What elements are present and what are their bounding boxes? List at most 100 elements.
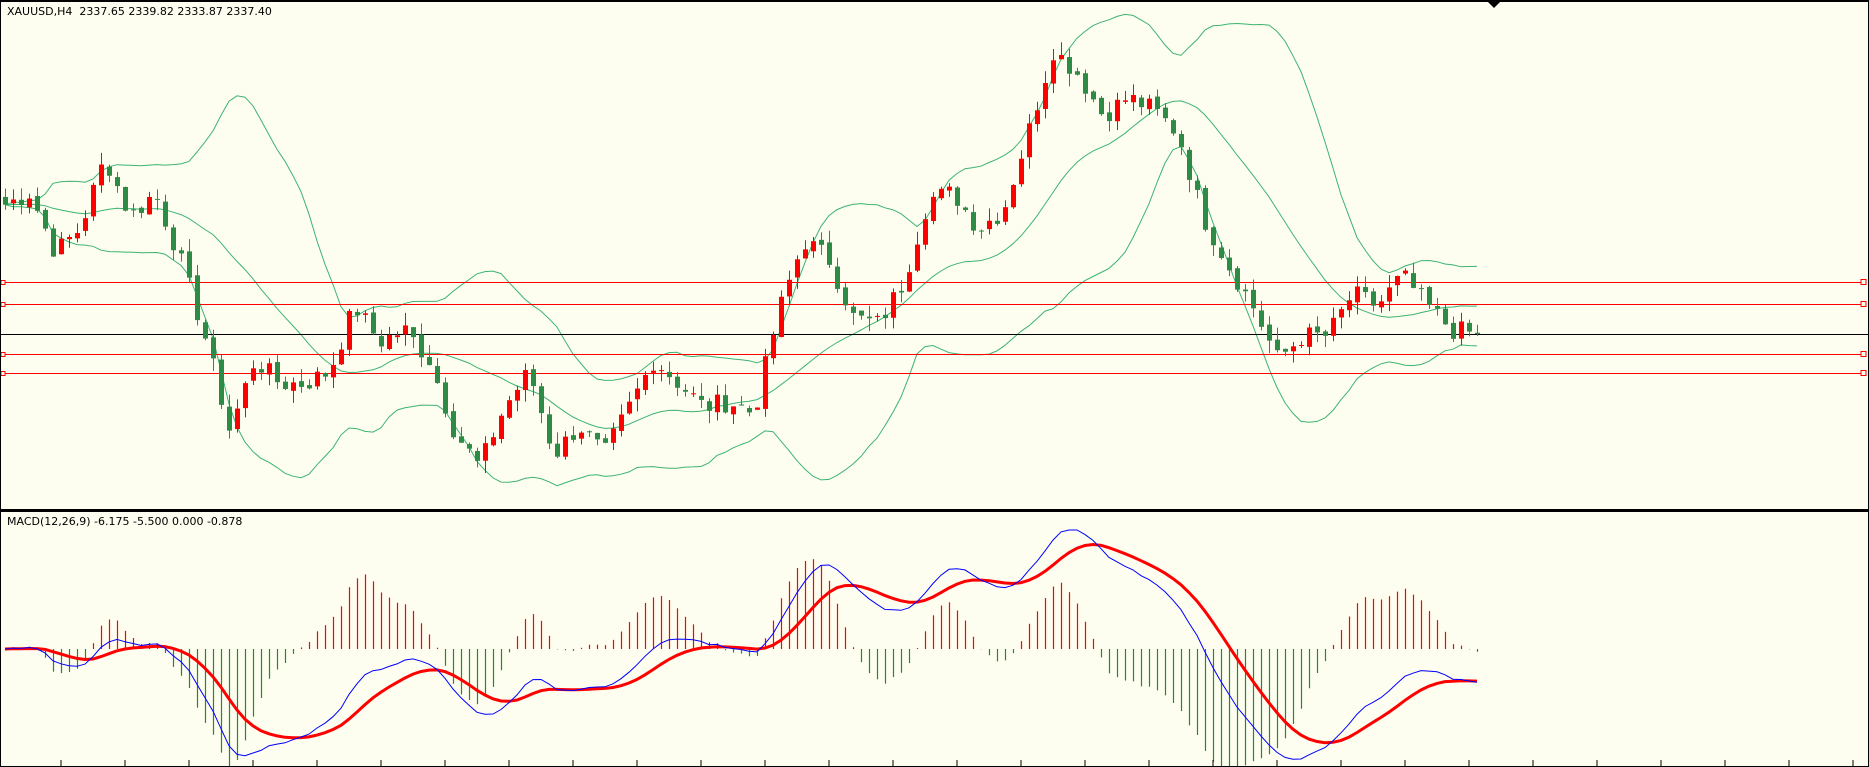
candle-body bbox=[67, 236, 72, 240]
candle-body bbox=[1443, 308, 1448, 325]
candle-body bbox=[747, 408, 752, 413]
candle-body bbox=[3, 196, 8, 205]
candle-body bbox=[1067, 57, 1072, 74]
level-handle bbox=[1, 302, 6, 307]
candle-body bbox=[411, 327, 416, 338]
candle-body bbox=[115, 177, 120, 187]
candle-body bbox=[99, 164, 104, 186]
candle-body bbox=[611, 428, 616, 443]
candle-body bbox=[1131, 94, 1136, 103]
candle-body bbox=[1203, 188, 1208, 230]
candle-body bbox=[603, 438, 608, 443]
candle-body bbox=[499, 415, 504, 440]
candle-body bbox=[1459, 321, 1464, 339]
candle-body bbox=[939, 188, 944, 199]
level-handle bbox=[1860, 301, 1867, 307]
candle-body bbox=[427, 357, 432, 366]
candle-body bbox=[867, 316, 872, 319]
bollinger-upper-band bbox=[4, 13, 1478, 381]
candle-body bbox=[283, 381, 288, 389]
candle-body bbox=[307, 385, 312, 389]
candle-body bbox=[379, 336, 384, 347]
candle-body bbox=[563, 436, 568, 457]
macd-signal-line bbox=[4, 542, 1478, 745]
candle-body bbox=[1267, 324, 1272, 341]
candle-body bbox=[131, 209, 136, 211]
candle-body bbox=[1043, 83, 1048, 109]
candle-body bbox=[787, 279, 792, 297]
candle-body bbox=[1395, 276, 1400, 286]
candle-body bbox=[1315, 326, 1320, 333]
candle-body bbox=[715, 394, 720, 413]
candle-body bbox=[683, 389, 688, 392]
candle-body bbox=[923, 219, 928, 245]
candle-body bbox=[1283, 348, 1288, 352]
candle-body bbox=[875, 315, 880, 317]
candle-body bbox=[635, 388, 640, 400]
candle-body bbox=[507, 400, 512, 418]
candle-body bbox=[979, 230, 984, 232]
candle-body bbox=[651, 370, 656, 373]
candle-body bbox=[1083, 73, 1088, 94]
candle-body bbox=[883, 314, 888, 319]
shift-marker-icon[interactable] bbox=[1488, 2, 1500, 8]
candle-body bbox=[371, 312, 376, 334]
level-handle bbox=[1860, 351, 1867, 357]
level-handle bbox=[1, 371, 6, 376]
candle-body bbox=[843, 287, 848, 306]
candle-body bbox=[1403, 270, 1408, 274]
candle-body bbox=[1355, 286, 1360, 303]
price-chart-canvas[interactable] bbox=[1, 2, 1868, 509]
candle-body bbox=[1259, 310, 1264, 327]
candle-body bbox=[1155, 96, 1160, 109]
candle-body bbox=[1195, 180, 1200, 190]
candle-body bbox=[1467, 322, 1472, 332]
candle-body bbox=[571, 435, 576, 440]
candle-body bbox=[203, 322, 208, 339]
candle-body bbox=[1451, 322, 1456, 339]
macd-panel[interactable]: MACD(12,26,9) -6.175 -5.500 0.000 -0.878 bbox=[0, 510, 1869, 767]
candle-body bbox=[243, 383, 248, 409]
candle-body bbox=[1243, 289, 1248, 292]
candle-body bbox=[43, 209, 48, 229]
candle-body bbox=[19, 199, 24, 206]
candle-body bbox=[1235, 268, 1240, 290]
candle-body bbox=[419, 334, 424, 358]
candle-body bbox=[1419, 288, 1424, 290]
candle-body bbox=[987, 220, 992, 230]
candle-body bbox=[1411, 273, 1416, 288]
candle-body bbox=[955, 187, 960, 206]
candle-body bbox=[819, 239, 824, 245]
level-handle bbox=[1860, 279, 1867, 285]
candle-body bbox=[1435, 306, 1440, 309]
price-chart-panel[interactable]: XAUUSD,H4 2337.65 2339.82 2333.87 2337.4… bbox=[0, 0, 1869, 510]
candle-body bbox=[139, 207, 144, 213]
candle-body bbox=[147, 196, 152, 215]
candle-body bbox=[891, 292, 896, 318]
candle-body bbox=[403, 325, 408, 335]
candle-body bbox=[291, 382, 296, 391]
candle-body bbox=[795, 259, 800, 278]
macd-canvas[interactable] bbox=[1, 512, 1868, 766]
candle-body bbox=[827, 242, 832, 265]
candle-body bbox=[539, 386, 544, 414]
candle-body bbox=[35, 196, 40, 211]
candle-body bbox=[1323, 331, 1328, 336]
candle-body bbox=[211, 337, 216, 359]
bollinger-middle-band bbox=[4, 100, 1477, 429]
macd-label: MACD(12,26,9) -6.175 -5.500 0.000 -0.878 bbox=[7, 515, 243, 528]
candle-body bbox=[91, 184, 96, 217]
candle-body bbox=[1139, 97, 1144, 108]
candle-body bbox=[1211, 227, 1216, 246]
candle-body bbox=[1123, 100, 1128, 102]
candle-body bbox=[1091, 91, 1096, 100]
candle-body bbox=[1019, 158, 1024, 185]
candle-body bbox=[619, 414, 624, 431]
candle-body bbox=[459, 436, 464, 443]
candle-body bbox=[267, 363, 272, 375]
candle-body bbox=[171, 227, 176, 251]
candle-body bbox=[915, 244, 920, 271]
candle-body bbox=[739, 404, 744, 406]
candle-body bbox=[1179, 134, 1184, 148]
candle-body bbox=[315, 371, 320, 387]
